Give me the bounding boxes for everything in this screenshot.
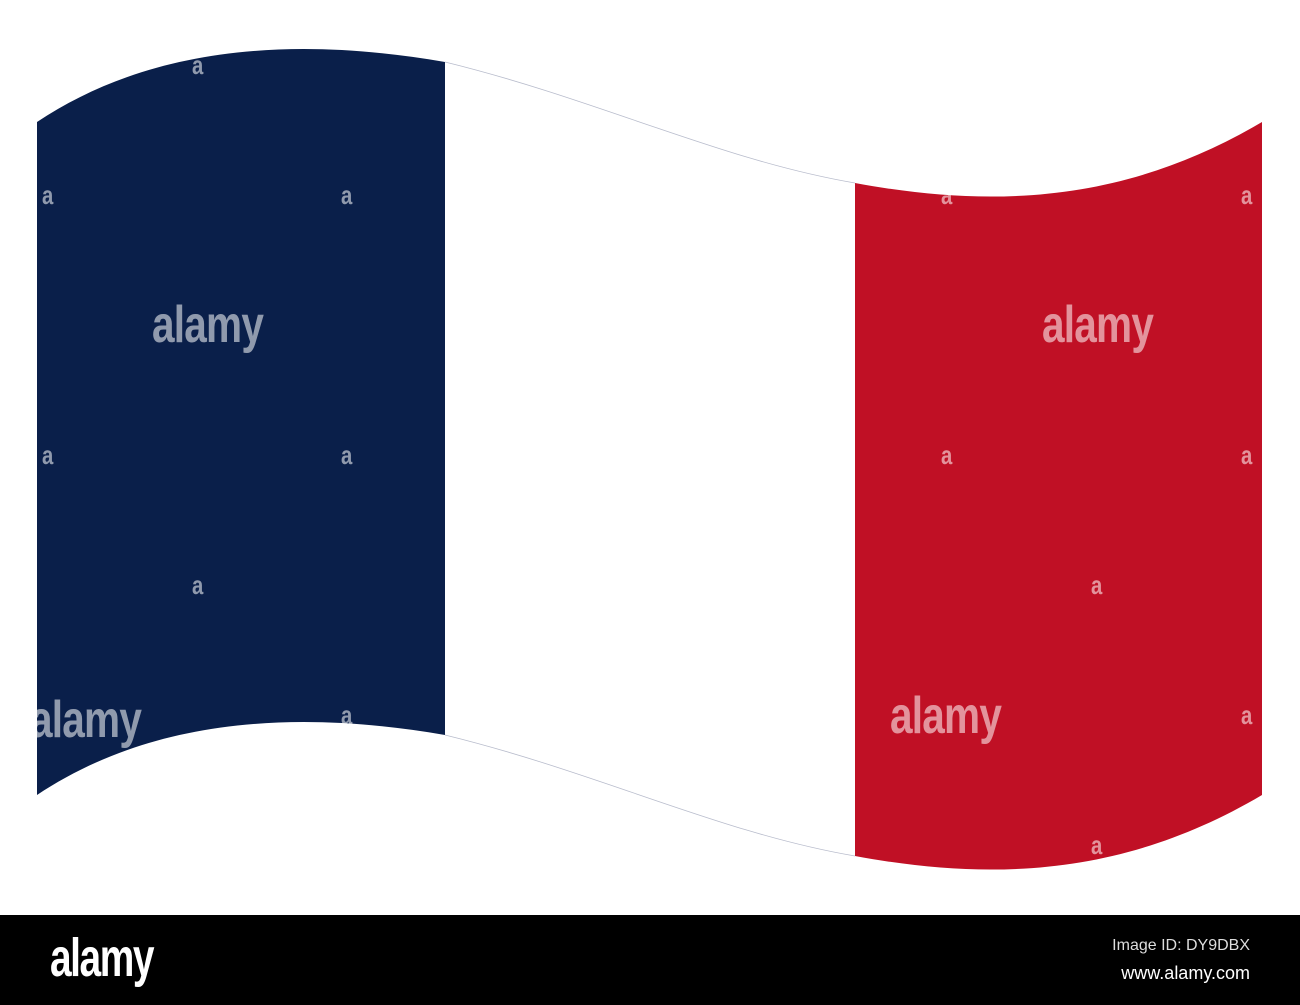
watermark-mark: a: [341, 440, 352, 470]
watermark-mark: a: [1091, 830, 1102, 860]
website-link[interactable]: www.alamy.com: [1121, 963, 1250, 983]
watermark-mark: a: [341, 700, 352, 730]
watermark-mark: a: [192, 570, 203, 600]
watermark-mark: a: [42, 440, 53, 470]
watermark-mark: a: [1241, 440, 1252, 470]
watermark-text: alamy: [890, 687, 1002, 745]
watermark-text: alamy: [152, 296, 264, 354]
watermark-mark: a: [1241, 700, 1252, 730]
watermark-text: alamy: [30, 691, 142, 749]
flag-stripe-red: [855, 49, 1262, 870]
watermark-mark: a: [1091, 570, 1102, 600]
waving-flag: [37, 49, 1262, 870]
watermark-mark: a: [1241, 180, 1252, 210]
footer-bar: alamy Image ID: DY9DBX www.alamy.com: [0, 915, 1300, 1005]
alamy-logo: alamy: [50, 928, 154, 988]
flag-top-edge: [444, 61, 856, 184]
watermark-text: alamy: [1042, 296, 1154, 354]
watermark-mark: a: [192, 50, 203, 80]
watermark-mark: a: [341, 180, 352, 210]
watermark-mark: a: [941, 180, 952, 210]
flag-stripe-white: [445, 49, 856, 870]
watermark-mark: a: [42, 180, 53, 210]
image-id: Image ID: DY9DBX: [1112, 937, 1250, 954]
watermark-mark: a: [941, 440, 952, 470]
flag-stripe-blue: [37, 49, 446, 870]
flag-bottom-edge: [444, 734, 856, 857]
